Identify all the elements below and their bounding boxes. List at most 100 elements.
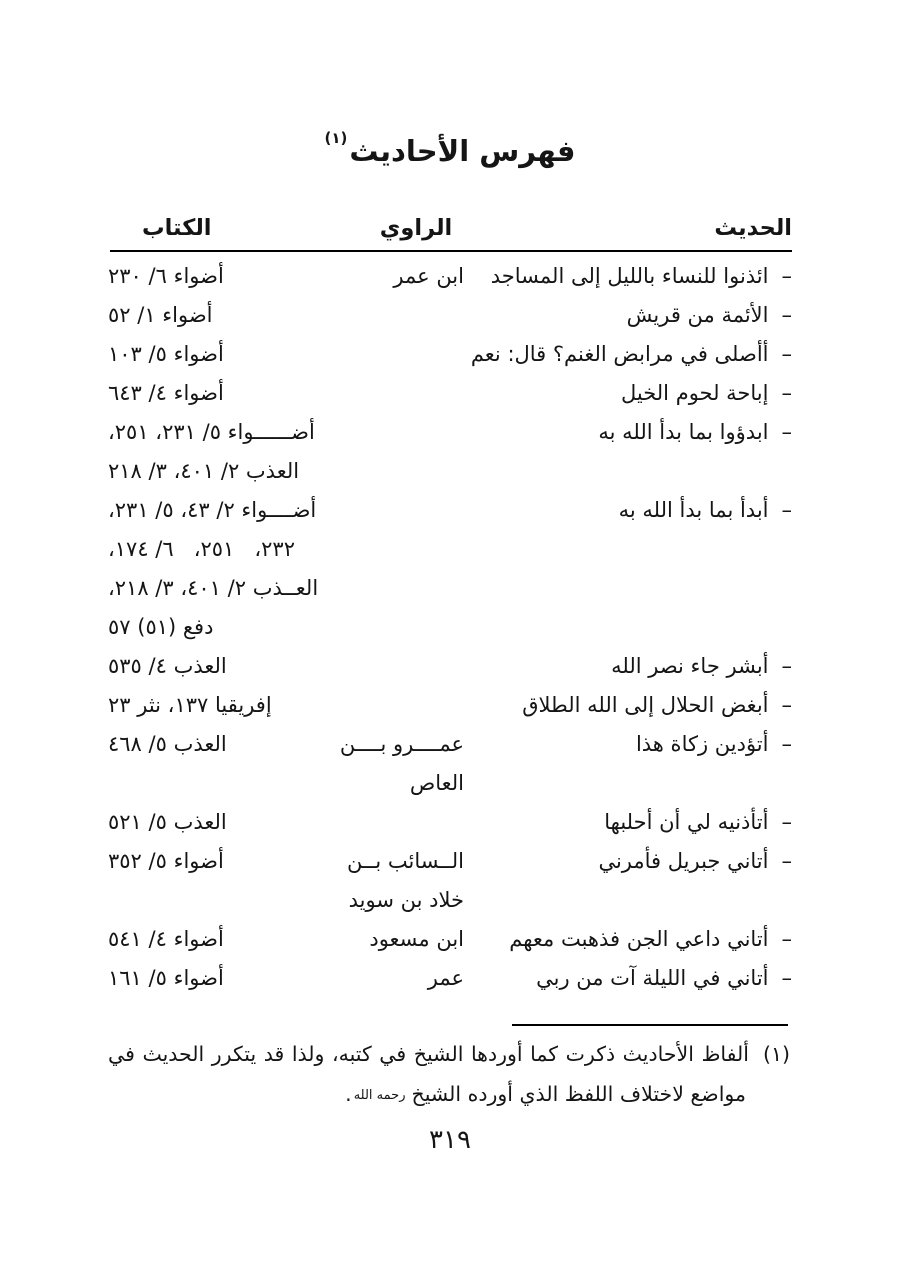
book-ref-text: أضواء ٥/ ١٦١ <box>108 966 224 990</box>
book-ref-text: العذب ٥/ ٥٢١ <box>108 810 227 834</box>
narrator-cell <box>322 335 482 374</box>
hadith-text: أبدأ بما بدأ الله به <box>618 498 769 522</box>
book-cell: أضــــواء ٢/ ٤٣، ٥/ ٢٣١، <box>108 491 322 530</box>
table-row: – الأئمة من قريش أضواء ١/ ٥٢ <box>108 296 792 335</box>
narrator-text: العاص <box>409 771 464 795</box>
table-row: – أتاني في الليلة آت من ربي عمر أضواء ٥/ ١٦… <box>108 959 792 998</box>
book-cell: العذب ٥/ ٤٦٨ <box>108 725 322 764</box>
hadith-cell: – أبدأ بما بدأ الله به <box>482 491 792 530</box>
row-dash-icon: – <box>781 693 793 717</box>
hadith-cell: – ائذنوا للنساء بالليل إلى المساجد <box>482 257 792 296</box>
column-header-book: الكتاب <box>142 215 212 241</box>
table-row: دفع (٥١) ٥٧ <box>108 608 792 647</box>
narrator-cell: الــسائب بــن <box>322 842 482 881</box>
table-row: العــذب ٢/ ٤٠١، ٣/ ٢١٨، <box>108 569 792 608</box>
column-header-hadith: الحديث <box>714 215 792 241</box>
page-number: ٣١٩ <box>429 1125 471 1155</box>
hadith-table-body: – ائذنوا للنساء بالليل إلى المساجد ابن عمر… <box>108 257 792 998</box>
narrator-cell <box>322 647 482 686</box>
book-ref-text: أضواء ٥/ ٣٥٢ <box>108 849 224 873</box>
narrator-text: ابن مسعود <box>369 927 464 951</box>
book-ref-text: إفريقيا ١٣٧، نثر ٢٣ <box>108 693 272 717</box>
narrator-cell <box>322 452 482 491</box>
table-row: – أبشر جاء نصر الله العذب ٤/ ٥٣٥ <box>108 647 792 686</box>
book-ref-text: العــذب ٢/ ٤٠١، ٣/ ٢١٨، <box>108 576 319 600</box>
book-cell: أضواء ٥/ ١٦١ <box>108 959 322 998</box>
hadith-text: أتأذنيه لي أن أحلبها <box>604 810 769 834</box>
hadith-text: ائذنوا للنساء بالليل إلى المساجد <box>490 264 769 288</box>
table-row: – أتأذنيه لي أن أحلبها العذب ٥/ ٥٢١ <box>108 803 792 842</box>
footnote-period: . <box>345 1082 352 1106</box>
narrator-cell <box>322 686 482 725</box>
hadith-cell <box>482 764 792 803</box>
narrator-cell: العاص <box>322 764 482 803</box>
book-cell: العذب ٢/ ٤٠١، ٣/ ٢١٨ <box>108 452 322 491</box>
table-row: ٢٣٢، ٢٥١، ٦/ ١٧٤، <box>108 530 792 569</box>
book-cell: أضواء ٦/ ٢٣٠ <box>108 257 322 296</box>
hadith-cell: – أتاني جبريل فأمرني <box>482 842 792 881</box>
hadith-cell <box>482 569 792 608</box>
table-row: – إباحة لحوم الخيل أضواء ٤/ ٦٤٣ <box>108 374 792 413</box>
book-cell: ٢٣٢، ٢٥١، ٦/ ١٧٤، <box>108 530 322 569</box>
narrator-cell: عمــــرو بــــن <box>322 725 482 764</box>
hadith-cell: – ابدؤوا بما بدأ الله به <box>482 413 792 452</box>
row-dash-icon: – <box>781 654 793 678</box>
book-cell: أضواء ٥/ ١٠٣ <box>108 335 322 374</box>
narrator-cell <box>322 296 482 335</box>
row-dash-icon: – <box>781 264 793 288</box>
hadith-cell: – أتأذنيه لي أن أحلبها <box>482 803 792 842</box>
footnote-line-2: مواضع لاختلاف اللفظ الذي أورده الشيخ رحمه… <box>108 1074 790 1114</box>
narrator-cell: ابن مسعود <box>322 920 482 959</box>
hadith-text: أتاني جبريل فأمرني <box>598 849 769 873</box>
hadith-text: ابدؤوا بما بدأ الله به <box>598 420 769 444</box>
table-row: – أتؤدين زكاة هذا عمــــرو بــــن العذب ٥/ … <box>108 725 792 764</box>
narrator-cell <box>322 530 482 569</box>
column-header-narrator: الراوي <box>379 215 453 241</box>
book-cell: أضواء ١/ ٥٢ <box>108 296 322 335</box>
book-ref-text: العذب ٢/ ٤٠١، ٣/ ٢١٨ <box>108 459 300 483</box>
book-ref-text: أضواء ٥/ ١٠٣ <box>108 342 224 366</box>
table-row: – أبدأ بما بدأ الله به أضــــواء ٢/ ٤٣، ٥/… <box>108 491 792 530</box>
narrator-text: ابن عمر <box>393 264 464 288</box>
narrator-text: عمــــرو بــــن <box>339 732 464 756</box>
book-ref-text: دفع (٥١) ٥٧ <box>108 615 214 639</box>
hadith-cell: – أتؤدين زكاة هذا <box>482 725 792 764</box>
hadith-text: أتاني داعي الجن فذهبت معهم <box>509 927 769 951</box>
table-row: – أتاني داعي الجن فذهبت معهم ابن مسعود أضوا… <box>108 920 792 959</box>
page-title: فهرس الأحاديث(١) <box>0 113 900 176</box>
narrator-cell: ابن عمر <box>322 257 482 296</box>
table-row: العاص <box>108 764 792 803</box>
hadith-cell <box>482 452 792 491</box>
hadith-text: أتاني في الليلة آت من ربي <box>536 966 769 990</box>
footnote-separator <box>512 1024 788 1026</box>
hadith-cell <box>482 530 792 569</box>
footnote-text-line1: ألفاظ الأحاديث ذكرت كما أوردها الشيخ في … <box>108 1042 749 1066</box>
book-ref-text: أضواء ٤/ ٦٤٣ <box>108 381 224 405</box>
book-cell: إفريقيا ١٣٧، نثر ٢٣ <box>108 686 322 725</box>
book-ref-text: أضواء ١/ ٥٢ <box>108 303 213 327</box>
book-cell: أضواء ٤/ ٦٤٣ <box>108 374 322 413</box>
book-cell: العــذب ٢/ ٤٠١، ٣/ ٢١٨، <box>108 569 322 608</box>
row-dash-icon: – <box>781 498 793 522</box>
row-dash-icon: – <box>781 966 793 990</box>
narrator-cell: عمر <box>322 959 482 998</box>
table-row: خلاد بن سويد <box>108 881 792 920</box>
narrator-cell <box>322 803 482 842</box>
book-ref-text: أضــــواء ٢/ ٤٣، ٥/ ٢٣١، <box>108 498 317 522</box>
narrator-cell <box>322 374 482 413</box>
row-dash-icon: – <box>781 381 793 405</box>
hadith-text: أبشر جاء نصر الله <box>611 654 769 678</box>
book-cell: أضواء ٥/ ٣٥٢ <box>108 842 322 881</box>
table-row: – أتاني جبريل فأمرني الــسائب بــن أضواء ٥/… <box>108 842 792 881</box>
narrator-cell <box>322 413 482 452</box>
footnote-line-1: (١) ألفاظ الأحاديث ذكرت كما أوردها الشيخ… <box>108 1034 790 1074</box>
page-title-text: فهرس الأحاديث <box>349 134 576 168</box>
hadith-text: أبغض الحلال إلى الله الطلاق <box>522 693 769 717</box>
rahimahu-allah-symbol: رحمه الله <box>353 1088 406 1103</box>
row-dash-icon: – <box>781 849 793 873</box>
book-cell: العذب ٥/ ٥٢١ <box>108 803 322 842</box>
hadith-text: الأئمة من قريش <box>626 303 769 327</box>
narrator-cell <box>322 608 482 647</box>
hadith-text: أأصلى في مرابض الغنم؟ قال: نعم <box>470 342 769 366</box>
row-dash-icon: – <box>781 927 793 951</box>
